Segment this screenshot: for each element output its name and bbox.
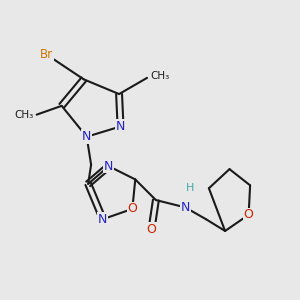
Text: N: N [116, 120, 125, 133]
Text: O: O [244, 208, 254, 221]
Text: N: N [82, 130, 92, 143]
Text: O: O [128, 202, 137, 215]
Text: CH₃: CH₃ [14, 110, 34, 120]
Text: N: N [181, 201, 190, 214]
Text: O: O [146, 223, 156, 236]
Text: H: H [186, 183, 194, 193]
Text: N: N [98, 213, 108, 226]
Text: N: N [104, 160, 113, 173]
Text: CH₃: CH₃ [150, 71, 169, 81]
Text: Br: Br [40, 48, 53, 61]
